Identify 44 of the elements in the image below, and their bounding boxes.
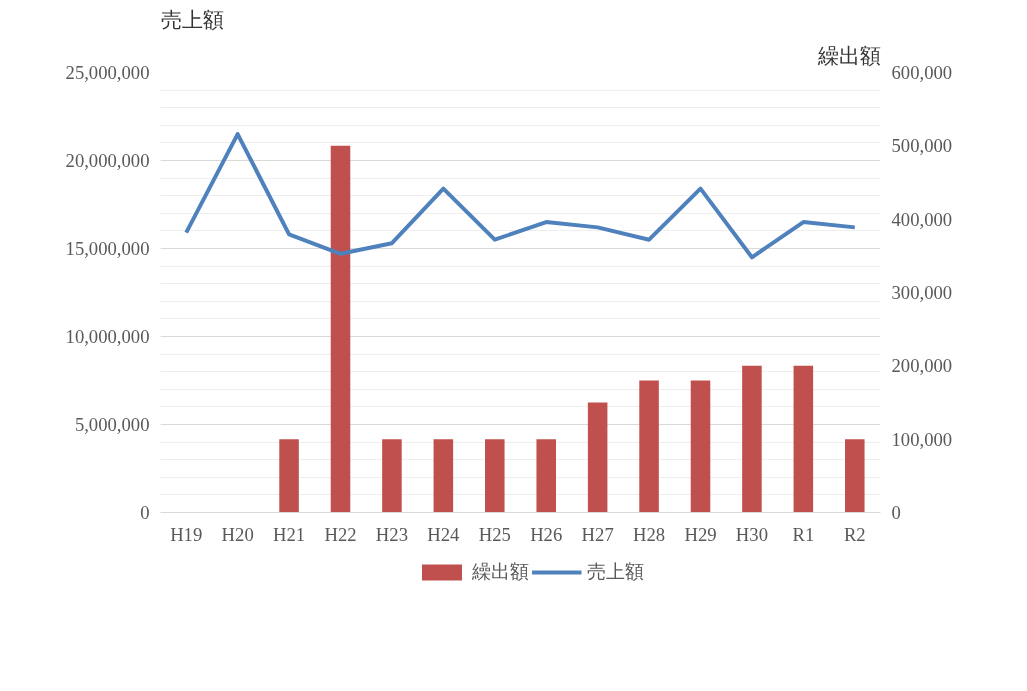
bar bbox=[587, 402, 608, 513]
x-tick-label: H22 bbox=[324, 523, 357, 545]
y-axis-title: 売上額 bbox=[160, 7, 224, 32]
legend-label: 売上額 bbox=[586, 560, 644, 584]
x-tick-label: H28 bbox=[633, 523, 666, 545]
y-tick-label: 0 bbox=[140, 502, 150, 523]
x-tick-label: H20 bbox=[221, 523, 254, 545]
y-tick-label: 20,000,000 bbox=[65, 150, 150, 171]
x-tick-label: H24 bbox=[427, 523, 461, 545]
bar bbox=[690, 380, 711, 513]
x-tick-label: R2 bbox=[843, 523, 866, 545]
x-tick-label: R1 bbox=[792, 523, 815, 545]
y2-tick-label: 400,000 bbox=[891, 208, 953, 230]
x-tick-label: H21 bbox=[273, 523, 306, 545]
y2-tick-label: 0 bbox=[891, 502, 901, 523]
bar bbox=[742, 365, 762, 513]
line-series bbox=[184, 132, 857, 260]
y2-tick-label: 300,000 bbox=[891, 282, 953, 303]
y2-tick-label: 200,000 bbox=[891, 355, 953, 377]
x-tick-label: H19 bbox=[170, 523, 203, 545]
y2-tick-label: 600,000 bbox=[891, 62, 953, 83]
legend-label: 繰出額 bbox=[471, 560, 529, 584]
x-tick-label: H26 bbox=[530, 523, 563, 545]
bar bbox=[330, 145, 351, 513]
y2-tick-label: 500,000 bbox=[891, 135, 953, 157]
bar bbox=[845, 439, 865, 513]
bar bbox=[639, 380, 659, 513]
y2-axis-title: 繰出額 bbox=[816, 43, 881, 68]
y-tick-label: 10,000,000 bbox=[65, 326, 150, 347]
bar bbox=[536, 439, 556, 513]
y-tick-label: 15,000,000 bbox=[65, 238, 150, 259]
x-tick-label: H30 bbox=[735, 523, 768, 545]
bar bbox=[382, 439, 402, 513]
y-tick-label: 25,000,000 bbox=[65, 62, 150, 83]
x-tick-label: H25 bbox=[478, 523, 511, 545]
bar bbox=[793, 365, 814, 513]
x-tick-label: H23 bbox=[375, 523, 408, 545]
bar bbox=[433, 439, 454, 513]
x-tick-label: H27 bbox=[581, 523, 614, 545]
y2-tick-label: 100,000 bbox=[891, 428, 953, 450]
x-tick-label: H29 bbox=[684, 523, 717, 545]
y-tick-label: 5,000,000 bbox=[74, 414, 150, 435]
bar bbox=[279, 439, 299, 513]
bar bbox=[485, 439, 505, 513]
